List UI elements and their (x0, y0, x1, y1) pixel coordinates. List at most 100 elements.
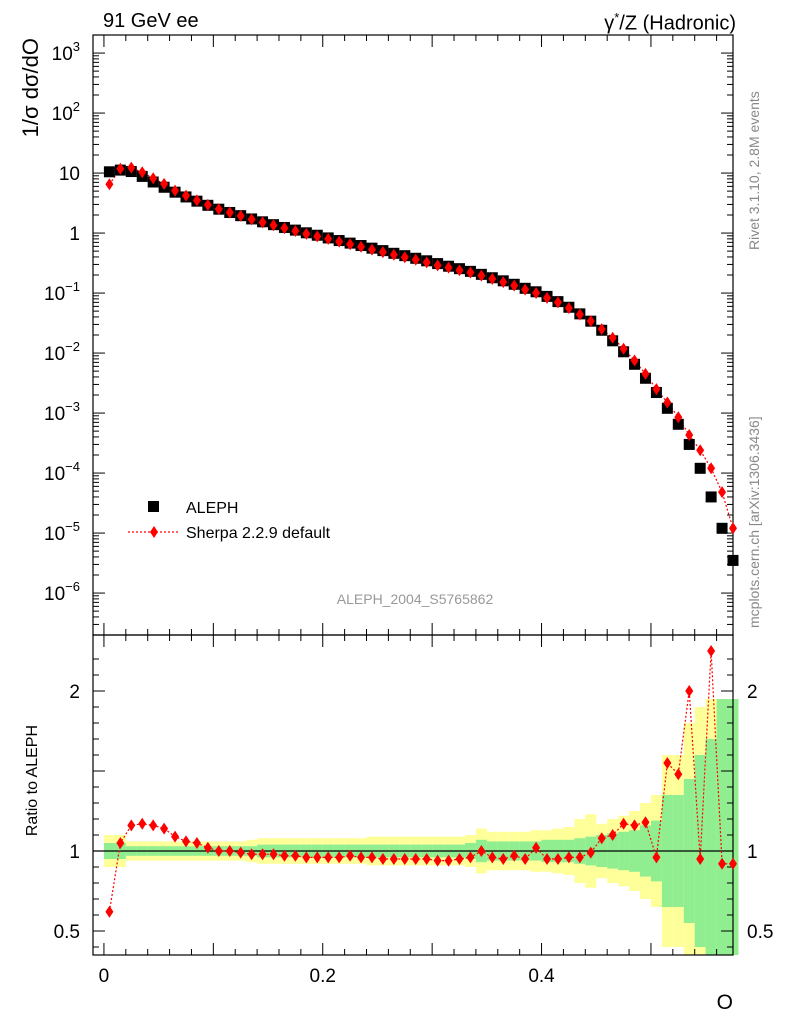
sherpa-ratio-point (521, 853, 530, 865)
sherpa-main-point (149, 172, 158, 185)
aleph-point (694, 462, 706, 474)
sherpa-ratio-point (247, 848, 256, 861)
sherpa-ratio-point (608, 829, 617, 841)
sherpa-ratio-point (663, 757, 672, 769)
sherpa-main-point (619, 342, 628, 355)
sherpa-main-point (696, 444, 705, 457)
sherpa-main-point (335, 235, 344, 248)
sherpa-ratio-point (597, 832, 606, 845)
sherpa-main-point (630, 354, 639, 367)
sherpa-ratio-point (641, 816, 650, 829)
main-y-tick-label: 103 (52, 39, 80, 65)
ratio-y-tick-label-left: 0.5 (54, 922, 80, 943)
aleph-point (103, 166, 115, 178)
main-y-tick-label: 1 (69, 224, 80, 245)
source-label: mcplots.cern.ch [arXiv:1306.3436] (746, 416, 762, 628)
aleph-point (705, 491, 717, 503)
sherpa-main-point (444, 261, 453, 274)
sherpa-ratio-point (433, 854, 442, 867)
sherpa-ratio-point (619, 817, 628, 830)
main-y-tick-label: 10−2 (44, 339, 80, 365)
sherpa-main-point (389, 248, 398, 261)
header-right: γ*/Z (Hadronic) (604, 10, 736, 36)
sherpa-ratio-point (203, 841, 212, 854)
sherpa-ratio-point (214, 845, 223, 857)
sherpa-ratio-point (444, 854, 453, 867)
sherpa-ratio-point (357, 851, 366, 864)
sherpa-ratio-point (422, 853, 431, 865)
sherpa-ratio-point (477, 845, 486, 857)
sherpa-ratio-point (652, 851, 661, 864)
sherpa-ratio-point (280, 849, 289, 862)
sherpa-ratio-point (138, 817, 147, 830)
header-left: 91 GeV ee (103, 10, 199, 32)
sherpa-ratio-point (455, 853, 464, 865)
header-process: /Z (Hadronic) (619, 12, 736, 35)
sherpa-ratio-point (302, 851, 311, 864)
sherpa-ratio-point (411, 853, 420, 865)
sherpa-main-point (116, 162, 125, 175)
sherpa-main-point (258, 216, 267, 229)
legend-sherpa-label: Sherpa 2.2.9 default (186, 525, 331, 542)
sherpa-main-point (729, 522, 737, 535)
sherpa-ratio-point (674, 768, 683, 781)
x-tick-label: 0.4 (528, 966, 555, 987)
sherpa-main-point (597, 323, 606, 336)
data-series (103, 161, 739, 918)
sherpa-main-point (663, 396, 672, 409)
sherpa-main-point (510, 279, 519, 292)
sherpa-ratio-point (630, 819, 639, 832)
axis-tick-labels: 0 0.2 0.410310210110−110−210−310−410−510−6… (44, 39, 773, 987)
sherpa-main-point (203, 198, 212, 211)
sherpa-ratio-point (389, 853, 398, 865)
sherpa-main-point (488, 272, 497, 285)
sherpa-main-point (575, 308, 584, 321)
sherpa-main-line (108, 167, 734, 529)
aleph-point (716, 522, 728, 534)
sherpa-main-point (477, 269, 486, 282)
sherpa-main-point (214, 203, 223, 216)
sherpa-ratio-point (564, 851, 573, 864)
sherpa-ratio-point (543, 853, 552, 865)
aleph-point (727, 554, 739, 566)
sherpa-main-point (532, 287, 541, 300)
sherpa-main-point (269, 219, 278, 232)
ratio-y-axis-label: Ratio to ALEPH (24, 725, 41, 836)
legend-sherpa-marker (150, 526, 158, 538)
main-y-tick-label: 10−4 (44, 459, 80, 485)
x-tick-label: 0.2 (310, 966, 336, 987)
sherpa-ratio-point (553, 853, 562, 865)
aleph-point (683, 438, 695, 450)
ratio-y-tick-label-right: 0.5 (747, 922, 773, 943)
axis-ticks (93, 34, 733, 955)
sherpa-ratio-point (729, 857, 737, 870)
ratio-uncertainty-bands (93, 699, 739, 955)
sherpa-main-point (411, 253, 420, 266)
ratio-y-tick-label-right: 2 (747, 682, 758, 703)
ratio-y-tick-label-right: 1 (747, 842, 758, 863)
sherpa-main-point (192, 194, 201, 207)
sherpa-main-point (543, 291, 552, 304)
sherpa-ratio-point (324, 851, 333, 864)
sherpa-ratio-point (499, 853, 508, 865)
sherpa-main-point (674, 411, 683, 424)
sherpa-main-point (324, 232, 333, 245)
sherpa-ratio-point (488, 851, 497, 864)
legend: ALEPH Sherpa 2.2.9 default (128, 500, 331, 542)
main-y-tick-label: 10−6 (44, 579, 80, 605)
sherpa-ratio-point (532, 841, 541, 854)
sherpa-main-point (433, 259, 442, 272)
sherpa-ratio-point (707, 645, 716, 657)
main-y-tick-label: 10−3 (44, 399, 80, 425)
sherpa-main-point (521, 283, 530, 296)
sherpa-ratio-point (105, 905, 114, 918)
aleph-point (672, 418, 684, 430)
sherpa-ratio-point (335, 851, 344, 864)
ratio-panel-frame (92, 634, 734, 956)
sherpa-ratio-point (116, 837, 125, 849)
sherpa-ratio-point (171, 830, 180, 843)
sherpa-main-point (105, 178, 114, 191)
main-y-axis-label: 1/σ dσ/dO (18, 38, 43, 137)
sherpa-main-point (236, 209, 245, 222)
ratio-y-tick-label-left: 1 (69, 842, 80, 863)
